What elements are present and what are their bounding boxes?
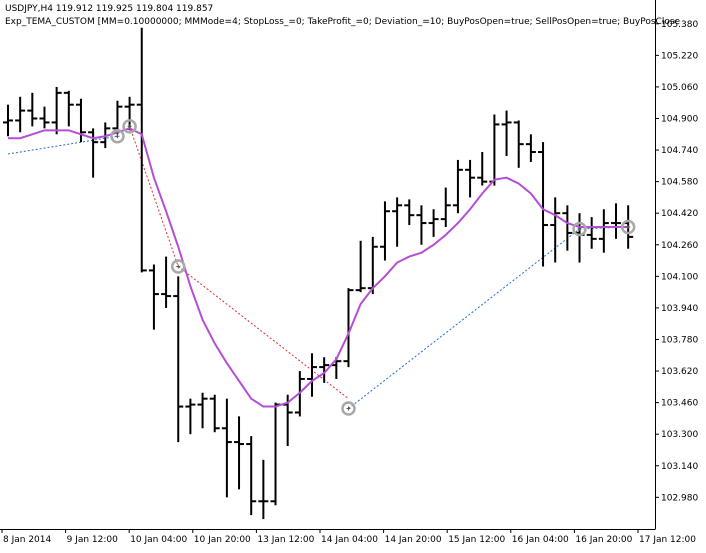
y-tick-label: 103.620 <box>661 367 698 377</box>
ohlc-bar <box>3 104 13 137</box>
ohlc-bar <box>246 436 257 516</box>
ohlc-bar <box>197 392 208 429</box>
y-tick-label: 102.980 <box>661 493 698 503</box>
buy-trade-line <box>348 228 580 409</box>
ohlc-bar <box>611 203 621 239</box>
trade-marker <box>110 129 125 144</box>
x-tick-label: 8 Jan 2014 <box>3 535 51 545</box>
x-tick-label: 9 Jan 12:00 <box>67 535 119 545</box>
ohlc-bar <box>416 205 427 245</box>
y-tick-label: 105.060 <box>661 83 698 93</box>
trade-marker <box>170 259 186 274</box>
ohlc-bar <box>355 240 366 293</box>
x-tick-label: 15 Jan 12:00 <box>448 535 505 545</box>
y-tick-label: 104.260 <box>661 241 698 251</box>
trade-marker <box>122 119 137 134</box>
marker-ring <box>572 221 587 237</box>
trade-markers <box>110 119 636 416</box>
trade-marker <box>341 401 356 416</box>
x-tick-label: 14 Jan 20:00 <box>385 535 442 545</box>
buy-trade-line <box>7 135 118 155</box>
ohlc-bar <box>513 120 524 168</box>
ohlc-bar <box>39 106 50 129</box>
y-tick-label: 104.100 <box>661 272 698 282</box>
ohlc-bar <box>148 264 159 330</box>
marker-ring <box>620 219 636 235</box>
y-tick-label: 103.460 <box>661 399 698 409</box>
ohlc-bar <box>477 152 488 186</box>
ohlc-bar <box>452 159 463 214</box>
expert-info: Exp_TEMA_CUSTOM [MM=0.10000000; MMMode=4… <box>5 17 681 27</box>
y-tick-label: 104.580 <box>661 178 698 188</box>
trade-marker <box>620 219 636 235</box>
x-tick-label: 17 Jan 12:00 <box>639 535 696 545</box>
marker-ring <box>341 401 356 416</box>
y-tick-label: 103.940 <box>661 304 698 314</box>
ohlc-bar <box>221 398 232 498</box>
y-tick-label: 104.900 <box>661 114 698 124</box>
ohlc-bar <box>234 416 245 490</box>
ohlc-bar <box>562 205 573 251</box>
x-tick-label: 10 Jan 04:00 <box>130 535 187 545</box>
ohlc-bar <box>428 209 439 237</box>
x-tick-label: 13 Jan 12:00 <box>257 535 314 545</box>
ohlc-bar <box>525 134 536 162</box>
ohlc-bar <box>379 201 390 261</box>
ohlc-bar <box>343 288 354 368</box>
ohlc-bar <box>598 209 609 253</box>
ohlc-bar <box>63 90 74 127</box>
ohlc-bar <box>173 276 184 443</box>
x-tick-label: 16 Jan 04:00 <box>512 535 569 545</box>
ohlc-bar <box>319 357 330 383</box>
ohlc-bar <box>307 353 317 397</box>
ohlc-bar <box>258 459 269 520</box>
marker-ring <box>110 129 125 144</box>
x-tick-label: 14 Jan 04:00 <box>321 535 378 545</box>
marker-ring <box>170 259 186 274</box>
ohlc-bar <box>27 92 38 127</box>
axes: 105.380 105.220 105.060 104.900 104.740 104.5… <box>0 0 698 545</box>
ohlc-bar <box>161 256 172 308</box>
ohlc-bar <box>586 217 597 249</box>
x-tick-label: 16 Jan 20:00 <box>575 535 632 545</box>
trade-marker <box>572 221 587 237</box>
ohlc-bar <box>404 199 415 226</box>
ohlc-bar <box>392 197 403 247</box>
y-tick-label: 104.740 <box>661 146 698 156</box>
ohlc-bar <box>185 398 196 435</box>
ohlc-bar <box>15 96 26 133</box>
ohlc-bar <box>550 197 561 263</box>
y-tick-label: 103.300 <box>661 430 698 440</box>
ohlc-bar <box>465 159 476 198</box>
ohlc-bar <box>440 187 451 228</box>
marker-ring <box>122 119 137 134</box>
ohlc-bar <box>112 100 123 135</box>
ohlc-bar <box>136 27 147 273</box>
ohlc-bar <box>501 110 512 156</box>
ohlc-bar <box>88 128 99 178</box>
x-tick-label: 10 Jan 20:00 <box>194 535 251 545</box>
ohlc-bar <box>538 142 549 267</box>
symbol-info: USDJPY,H4 119.912 119.925 119.804 119.85… <box>5 4 213 14</box>
y-tick-label: 103.140 <box>661 462 698 472</box>
sell-trade-line <box>129 126 179 267</box>
y-tick-label: 104.420 <box>661 209 698 219</box>
ohlc-bar <box>51 86 62 135</box>
y-tick-label: 105.220 <box>661 51 698 61</box>
y-tick-label: 105.380 <box>661 20 698 30</box>
y-tick-label: 103.780 <box>661 335 698 345</box>
ohlc-bar <box>209 394 220 433</box>
